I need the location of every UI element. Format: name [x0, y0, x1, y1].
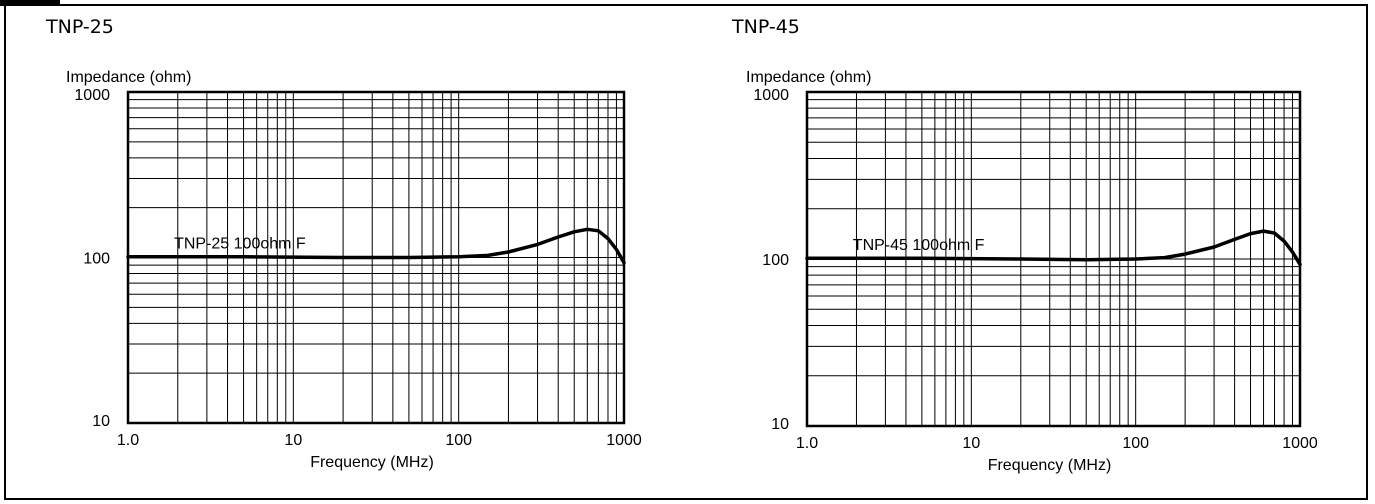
y-tick-label: 10 [92, 413, 110, 430]
panel-title: TNP-25 [46, 16, 114, 38]
x-tick-label: 100 [445, 432, 472, 449]
impedance-chart-tnp-45: 1.0 10 100 1000 10 100 1000 Frequency (MHz) Impe… [746, 69, 1318, 474]
y-tick-label: 1000 [753, 87, 789, 104]
y-tick-label: 1000 [74, 87, 110, 104]
impedance-curve [126, 227, 626, 265]
figure-frame: TNP-25 1.0 10 100 1000 10 100 1000 Frequency (M… [4, 4, 1368, 500]
x-tick-label: 100 [1122, 435, 1149, 452]
x-tick-label: 1.0 [796, 435, 818, 452]
x-tick-label: 10 [284, 432, 302, 449]
y-tick-label: 100 [83, 251, 110, 268]
y-axis-label: Impedance (ohm) [66, 69, 191, 86]
y-axis-label: Impedance (ohm) [746, 69, 871, 86]
y-tick-label: 10 [771, 416, 789, 433]
curve-annotation: TNP-45 100ohm F [853, 237, 985, 254]
chart-panel-tnp-25: TNP-25 1.0 10 100 1000 10 100 1000 Frequency (M… [6, 6, 688, 502]
panel-title: TNP-45 [732, 16, 800, 38]
y-tick-label: 100 [762, 252, 789, 269]
x-tick-label: 1.0 [117, 432, 139, 449]
chart-panel-tnp-45: TNP-45 1.0 10 100 1000 10 100 1000 Frequency (M… [686, 6, 1368, 502]
curve-annotation: TNP-25 100ohm F [174, 236, 306, 253]
x-tick-label: 10 [962, 435, 980, 452]
top-edge-mark [0, 0, 60, 6]
x-axis-label: Frequency (MHz) [988, 457, 1112, 474]
impedance-curve [805, 229, 1302, 267]
x-tick-label: 1000 [1282, 435, 1318, 452]
x-tick-label: 1000 [606, 432, 642, 449]
impedance-chart-tnp-25: 1.0 10 100 1000 10 100 1000 Frequency (MHz) Impe… [66, 69, 642, 471]
x-axis-label: Frequency (MHz) [310, 454, 434, 471]
